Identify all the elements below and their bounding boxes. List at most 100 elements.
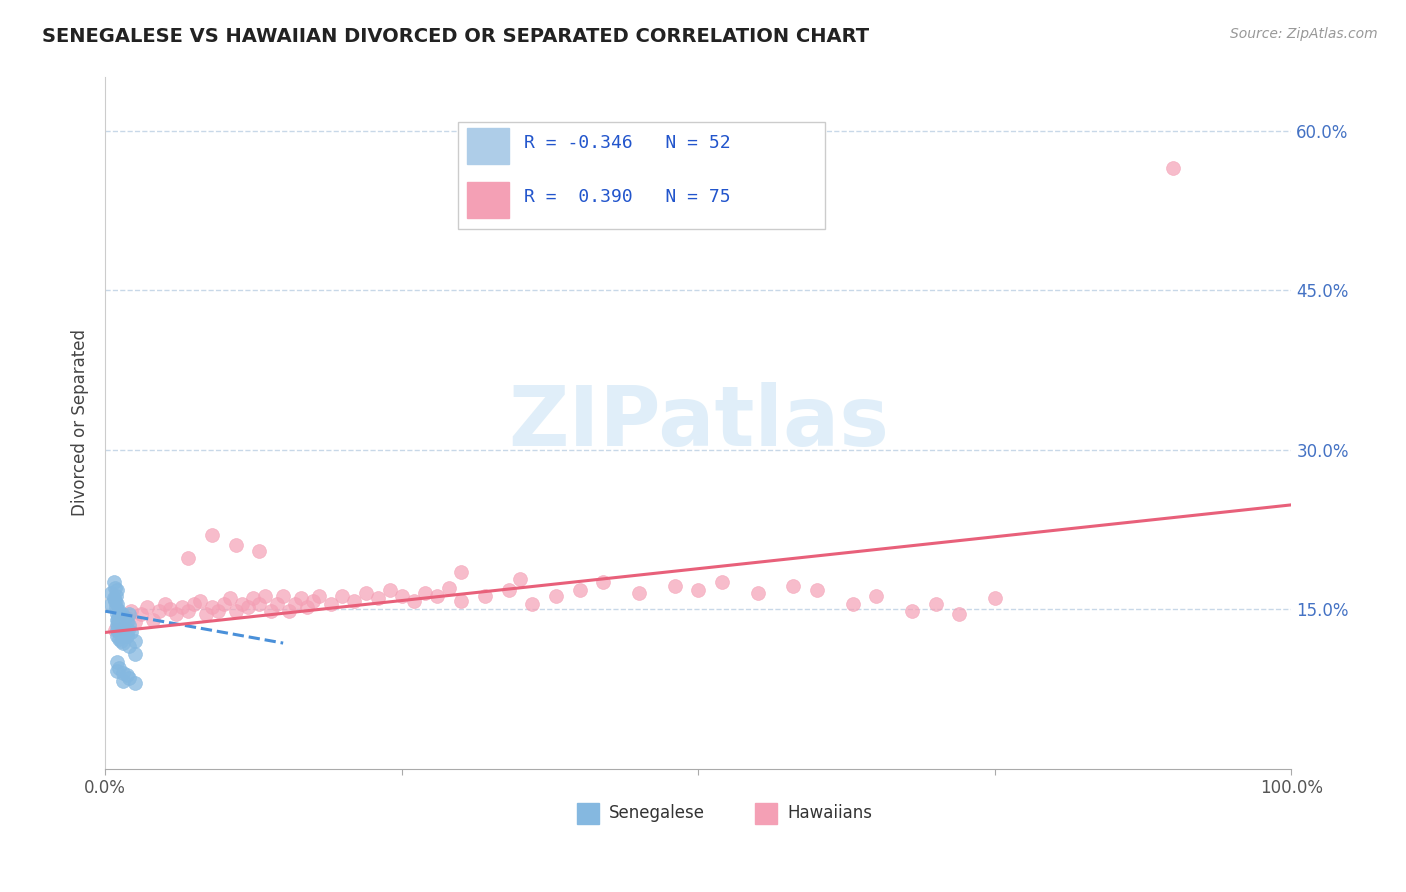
Point — [142, 613, 165, 627]
Point — [108, 609, 131, 624]
Point — [284, 597, 307, 611]
Point — [105, 597, 128, 611]
Point — [118, 640, 141, 654]
Point — [218, 591, 240, 606]
Point — [148, 604, 170, 618]
Point — [522, 597, 544, 611]
Point — [664, 579, 686, 593]
Point — [568, 582, 591, 597]
Point — [105, 582, 128, 597]
Point — [115, 615, 138, 629]
Point — [129, 607, 152, 622]
Point — [901, 604, 924, 618]
Point — [111, 629, 134, 643]
Point — [115, 629, 138, 643]
Point — [104, 589, 127, 603]
Point — [105, 618, 128, 632]
Point — [212, 597, 235, 611]
FancyBboxPatch shape — [755, 803, 776, 824]
Point — [207, 604, 229, 618]
Point — [105, 629, 128, 643]
Point — [105, 655, 128, 669]
Point — [114, 621, 136, 635]
Point — [343, 593, 366, 607]
Point — [111, 607, 134, 622]
Point — [415, 586, 437, 600]
Point — [107, 610, 129, 624]
Point — [124, 647, 146, 661]
Point — [124, 634, 146, 648]
FancyBboxPatch shape — [578, 803, 599, 824]
Point — [159, 602, 181, 616]
Point — [118, 671, 141, 685]
Point — [108, 632, 131, 646]
Point — [124, 615, 146, 629]
Point — [354, 586, 377, 600]
FancyBboxPatch shape — [467, 128, 509, 164]
Point — [165, 607, 187, 622]
Text: Hawaiians: Hawaiians — [787, 805, 872, 822]
Point — [544, 589, 567, 603]
Point — [110, 615, 132, 629]
Point — [195, 607, 218, 622]
Point — [172, 599, 194, 614]
Point — [439, 581, 461, 595]
Point — [108, 615, 131, 629]
Point — [498, 582, 520, 597]
Point — [104, 593, 127, 607]
Point — [105, 624, 128, 638]
Point — [115, 668, 138, 682]
Point — [103, 591, 125, 606]
Text: ZIPatlas: ZIPatlas — [508, 383, 889, 464]
Point — [111, 624, 134, 638]
Point — [249, 597, 271, 611]
Point — [111, 674, 134, 689]
Point — [111, 665, 134, 680]
Point — [948, 607, 970, 622]
Point — [474, 589, 496, 603]
Point — [747, 586, 769, 600]
Point — [104, 599, 127, 614]
Point — [103, 575, 125, 590]
Point — [201, 599, 224, 614]
Point — [688, 582, 710, 597]
Point — [100, 597, 122, 611]
Point — [177, 604, 200, 618]
Y-axis label: Divorced or Separated: Divorced or Separated — [72, 329, 89, 516]
Point — [865, 589, 887, 603]
Point — [111, 613, 134, 627]
Point — [112, 625, 135, 640]
Point — [118, 607, 141, 622]
Point — [135, 599, 157, 614]
Text: R =  0.390   N = 75: R = 0.390 N = 75 — [524, 188, 731, 206]
Point — [278, 604, 301, 618]
Point — [254, 589, 277, 603]
Point — [105, 664, 128, 678]
Text: Source: ZipAtlas.com: Source: ZipAtlas.com — [1230, 27, 1378, 41]
Point — [236, 599, 259, 614]
Point — [319, 597, 342, 611]
Point — [806, 582, 828, 597]
Point — [924, 597, 946, 611]
Point — [124, 676, 146, 690]
Point — [984, 591, 1007, 606]
Point — [104, 624, 127, 638]
FancyBboxPatch shape — [467, 182, 509, 218]
Point — [108, 604, 131, 618]
Point — [108, 660, 131, 674]
Point — [112, 618, 135, 632]
Point — [249, 543, 271, 558]
Point — [450, 565, 472, 579]
Text: SENEGALESE VS HAWAIIAN DIVORCED OR SEPARATED CORRELATION CHART: SENEGALESE VS HAWAIIAN DIVORCED OR SEPAR… — [42, 27, 869, 45]
Point — [1161, 161, 1184, 175]
Point — [110, 634, 132, 648]
Point — [266, 597, 288, 611]
Point — [231, 597, 253, 611]
Point — [107, 615, 129, 629]
Point — [332, 589, 354, 603]
Point — [295, 599, 318, 614]
Point — [111, 636, 134, 650]
Point — [111, 621, 134, 635]
Point — [118, 618, 141, 632]
Point — [177, 551, 200, 566]
